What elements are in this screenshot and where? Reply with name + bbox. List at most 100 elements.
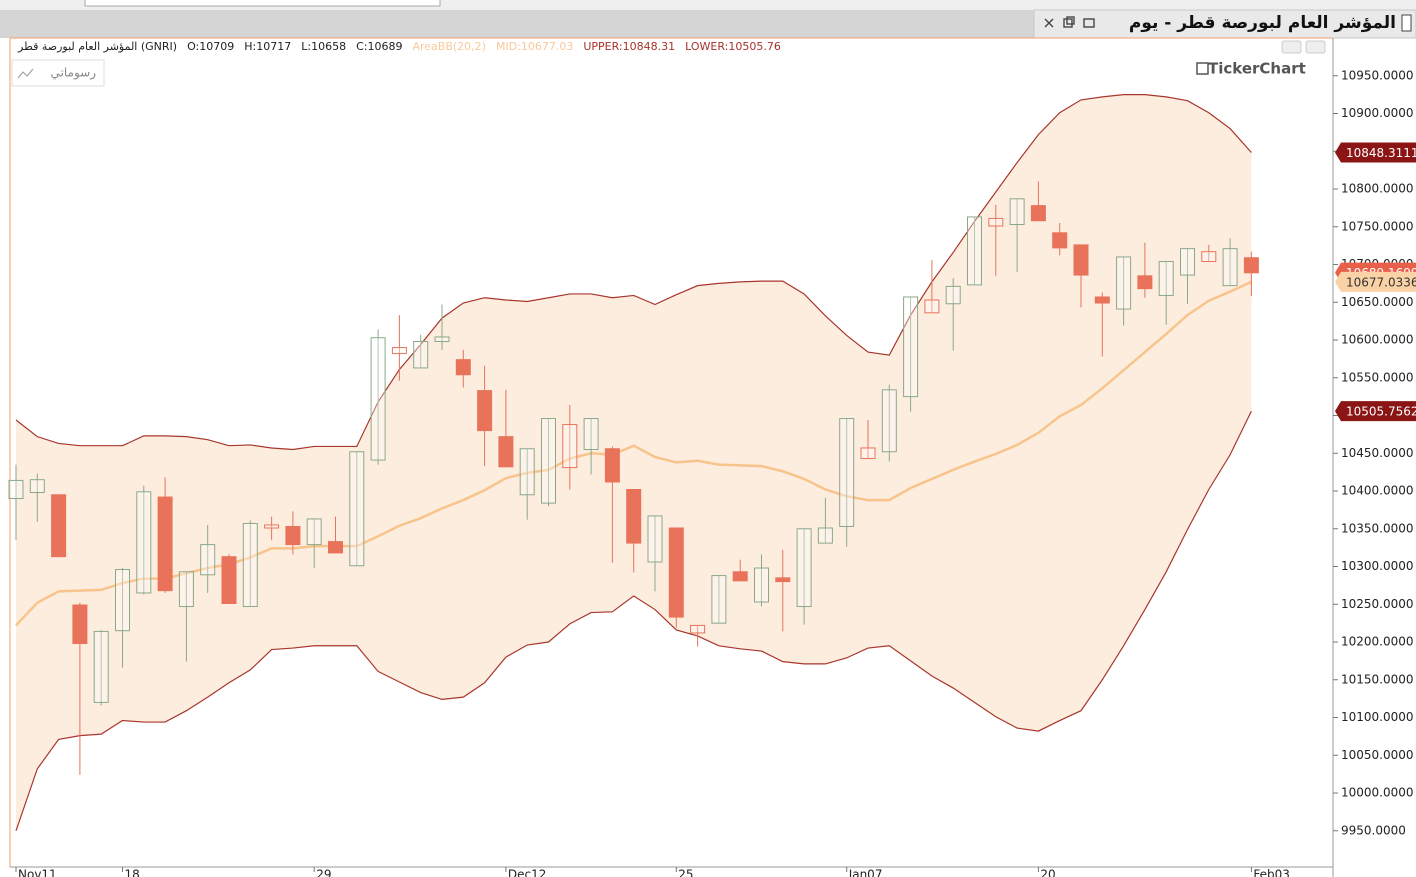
legend-item: AreaBB(20,2) <box>412 40 485 53</box>
band-area <box>16 94 1252 831</box>
y-tick-label: 10150.0000 <box>1341 672 1414 686</box>
candle-body <box>498 436 514 468</box>
band-upper <box>15 94 1252 451</box>
candle-body <box>1030 205 1046 222</box>
price-tag-label: 10677.0336 <box>1346 275 1416 289</box>
y-tick-label: 10100.0000 <box>1341 710 1414 724</box>
y-tick-label: 10450.0000 <box>1341 446 1414 460</box>
y-tick-label: 10300.0000 <box>1341 559 1414 573</box>
window-controls[interactable] <box>1044 16 1095 28</box>
band-lower <box>15 410 1252 831</box>
x-tick-label: 20 <box>1040 868 1055 877</box>
candle-body <box>519 448 535 496</box>
candle-body <box>754 567 769 603</box>
panel-button[interactable] <box>1305 40 1326 54</box>
y-tick-label: 10400.0000 <box>1341 484 1414 498</box>
candle-body <box>328 541 343 554</box>
y-tick-label: 10250.0000 <box>1341 597 1414 611</box>
candle-body <box>8 479 24 500</box>
price-tag <box>1335 142 1416 163</box>
toolbar <box>0 0 1416 10</box>
candle-body <box>1201 251 1217 262</box>
candle-body <box>903 296 919 398</box>
candle-body <box>1073 244 1089 276</box>
x-tick-label: 18 <box>125 868 140 877</box>
candle-body <box>626 488 642 544</box>
x-tick-label: Feb03 <box>1253 868 1290 877</box>
y-tick-label: 10550.0000 <box>1341 370 1414 384</box>
candle-body <box>1158 260 1174 296</box>
candle-body <box>413 341 429 369</box>
y-tick-label: 10800.0000 <box>1341 182 1414 196</box>
candle-body <box>136 491 152 594</box>
candle-body <box>583 418 599 450</box>
drawings-label[interactable]: رسوماتي <box>51 66 97 81</box>
candle-body <box>1180 248 1195 276</box>
legend: المؤشر العام لبورصة قطر (GNRI) O:10709 H:1… <box>17 40 781 53</box>
panel-button[interactable] <box>1281 40 1302 54</box>
candle-body <box>264 524 280 529</box>
candle-body <box>72 604 88 645</box>
x-tick-label: 25 <box>678 868 693 877</box>
candle-body <box>115 569 130 632</box>
candle-body <box>881 389 897 453</box>
candle-body <box>775 577 791 583</box>
search-box[interactable] <box>84 0 441 7</box>
x-tick-label: Nov11 <box>18 868 57 877</box>
candle-body <box>51 494 67 558</box>
candle-body <box>1009 198 1025 225</box>
candle-body <box>1222 248 1238 287</box>
candle-body <box>306 518 322 546</box>
legend-item: LOWER:10505.76 <box>685 40 781 53</box>
candle-body <box>434 336 450 343</box>
y-tick-label: 10600.0000 <box>1341 333 1414 347</box>
price-tag-label: 10848.3111 <box>1346 146 1416 160</box>
candle-body <box>690 624 706 634</box>
title-bar <box>0 10 1034 38</box>
window-icon <box>1401 14 1412 32</box>
legend-item: المؤشر العام لبورصة قطر (GNRI) <box>17 40 177 53</box>
candle-body <box>391 347 407 355</box>
candle-body <box>200 544 216 576</box>
y-tick-label: 10650.0000 <box>1341 295 1414 309</box>
price-tag-label: 10505.7562 <box>1346 405 1416 419</box>
candle-body <box>924 299 940 314</box>
candle-body <box>604 448 620 483</box>
title-bar-right <box>1033 9 1416 39</box>
price-tag <box>1335 401 1416 422</box>
price-tag <box>1335 271 1416 292</box>
legend-item: L:10658 <box>301 40 346 53</box>
y-tick-label: 10200.0000 <box>1341 635 1414 649</box>
candle-body <box>732 571 748 582</box>
legend-item: O:10709 <box>187 40 234 53</box>
candle-body <box>668 527 684 618</box>
y-tick-label: 10000.0000 <box>1341 786 1414 800</box>
candle-body <box>796 528 812 608</box>
logo-icon <box>1196 62 1209 75</box>
candle-body <box>1094 296 1110 304</box>
candle-body <box>1243 257 1259 274</box>
y-tick-label: 10750.0000 <box>1341 219 1414 233</box>
candle-body <box>1052 232 1068 249</box>
candle-body <box>285 525 301 546</box>
y-tick-label: 10900.0000 <box>1341 106 1414 120</box>
legend-item: MID:10677.03 <box>496 40 573 53</box>
y-tick-label: 10050.0000 <box>1341 748 1414 762</box>
candle-body <box>945 285 961 305</box>
candle-body <box>860 447 876 460</box>
candle-body <box>647 515 663 563</box>
candle-body <box>562 424 578 469</box>
drawings-button[interactable] <box>11 59 105 87</box>
candle-body <box>477 390 493 432</box>
candle-body <box>541 418 556 504</box>
candle-body <box>1116 256 1132 310</box>
candle-body <box>988 217 1004 227</box>
candle-body <box>242 522 258 608</box>
candle-body <box>1137 275 1153 290</box>
candle-body <box>29 479 45 494</box>
drawings-icon <box>17 68 34 79</box>
candle-body <box>711 575 727 624</box>
y-tick-label: 10950.0000 <box>1341 68 1414 82</box>
